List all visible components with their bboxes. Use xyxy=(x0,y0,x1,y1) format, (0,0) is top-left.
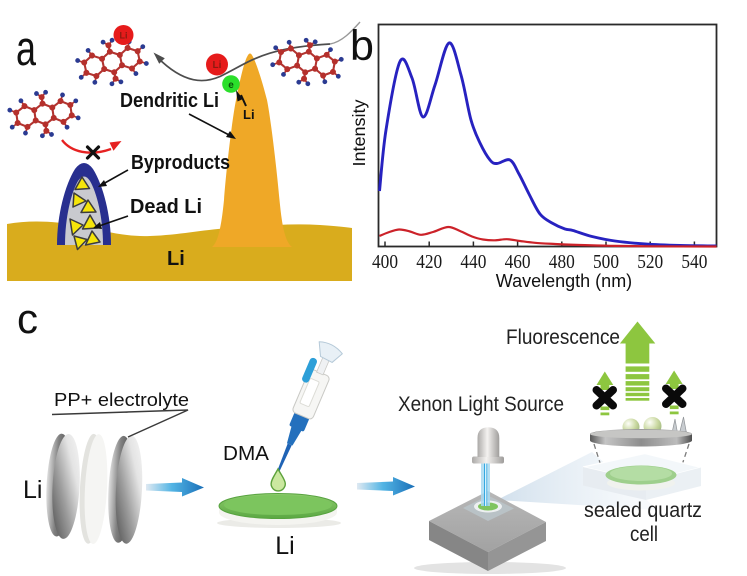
svg-text:Li: Li xyxy=(243,107,255,122)
svg-text:a: a xyxy=(16,22,37,76)
svg-text:Intensity: Intensity xyxy=(349,99,369,166)
svg-text:Li: Li xyxy=(23,476,42,504)
svg-text:Xenon Light Source: Xenon Light Source xyxy=(398,393,564,416)
svg-text:Li: Li xyxy=(167,248,185,270)
svg-text:500: 500 xyxy=(593,252,619,273)
svg-text:DMA: DMA xyxy=(223,443,270,465)
svg-text:c: c xyxy=(17,295,38,342)
svg-text:cell: cell xyxy=(630,523,658,546)
svg-text:460: 460 xyxy=(505,252,531,273)
svg-text:Dead Li: Dead Li xyxy=(130,196,202,218)
svg-text:Li: Li xyxy=(120,31,128,41)
svg-text:420: 420 xyxy=(416,252,442,273)
svg-text:Li: Li xyxy=(213,60,222,71)
svg-text:PP+ electrolyte: PP+ electrolyte xyxy=(54,390,189,410)
svg-text:Wavelength (nm): Wavelength (nm) xyxy=(496,271,632,291)
svg-text:Fluorescence: Fluorescence xyxy=(506,326,620,349)
svg-text:e: e xyxy=(228,80,234,91)
svg-text:Dendritic Li: Dendritic Li xyxy=(120,90,219,112)
svg-text:440: 440 xyxy=(460,252,486,273)
svg-text:540: 540 xyxy=(681,252,707,273)
svg-text:Li: Li xyxy=(275,532,294,560)
svg-text:520: 520 xyxy=(637,252,663,273)
svg-text:Byproducts: Byproducts xyxy=(131,152,230,174)
svg-text:480: 480 xyxy=(549,252,575,273)
svg-text:400: 400 xyxy=(372,252,398,273)
svg-text:b: b xyxy=(350,22,374,70)
svg-text:sealed quartz: sealed quartz xyxy=(584,499,702,522)
